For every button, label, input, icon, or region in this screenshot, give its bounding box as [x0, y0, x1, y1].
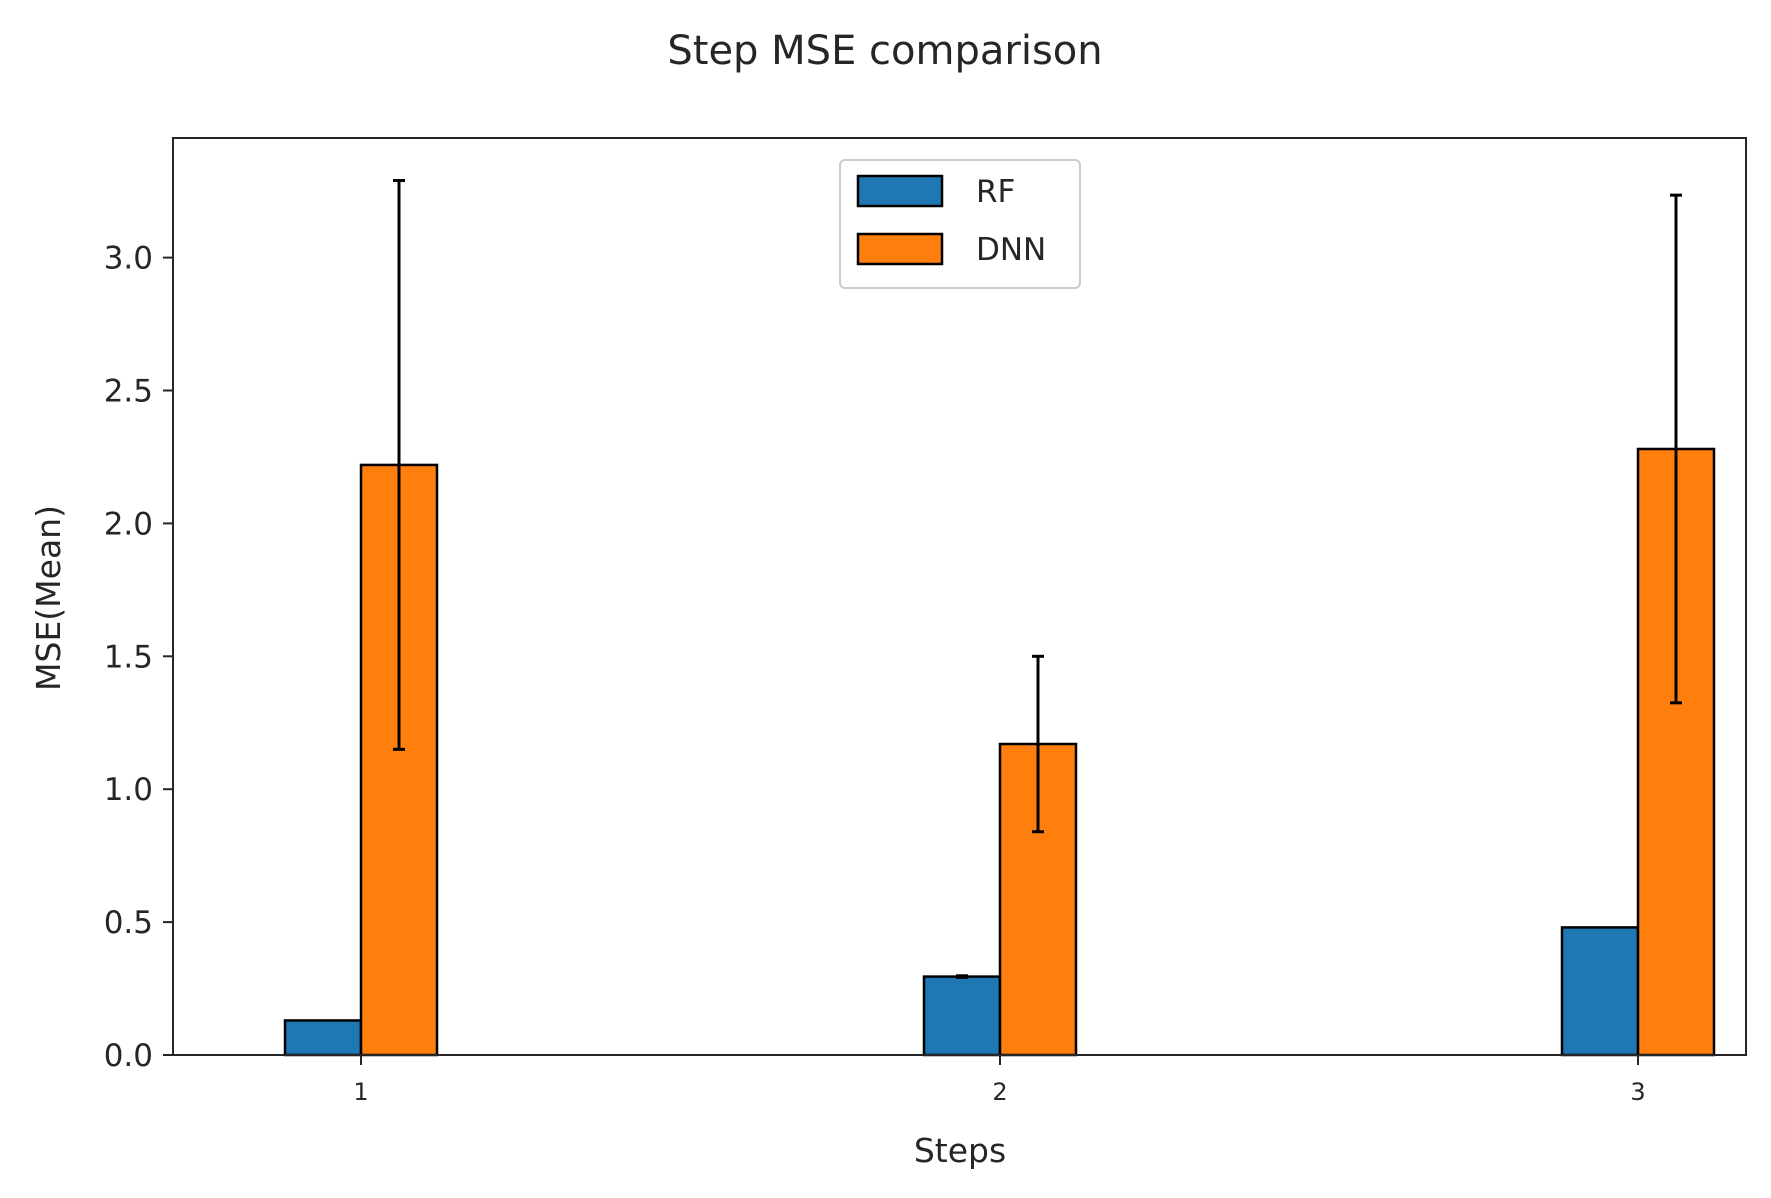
- bars-layer: [283, 447, 1716, 1057]
- bar-rf-2: [922, 975, 1002, 1057]
- bar-rf-1: [283, 1019, 363, 1057]
- legend-swatch-rf: [856, 174, 944, 208]
- errorbars-layer: [393, 179, 1682, 979]
- y-axis: 0.0 0.5 1.0 1.5 2.0 2.5 3.0: [104, 241, 173, 1074]
- y-tick-label: 1.0: [104, 772, 153, 808]
- x-tick-label: 3: [1630, 1078, 1645, 1106]
- bar-rf-3: [1560, 926, 1640, 1057]
- chart-title: Step MSE comparison: [667, 28, 1102, 74]
- y-tick-label: 1.5: [104, 639, 153, 675]
- x-axis: 1 2 3: [353, 1055, 1646, 1106]
- x-axis-label: Steps: [914, 1131, 1006, 1170]
- y-axis-label: MSE(Mean): [29, 505, 68, 691]
- legend: RF DNN: [839, 159, 1081, 289]
- y-tick-label: 0.0: [104, 1038, 153, 1074]
- legend-label-rf: RF: [976, 174, 1015, 210]
- y-tick-label: 3.0: [104, 241, 153, 277]
- x-tick-label: 1: [353, 1078, 368, 1106]
- plot-frame: [172, 137, 1747, 1056]
- x-tick-label: 2: [992, 1078, 1007, 1106]
- legend-swatch-dnn: [856, 232, 944, 266]
- y-tick-label: 0.5: [104, 905, 153, 941]
- legend-label-dnn: DNN: [976, 232, 1046, 268]
- y-tick-label: 2.5: [104, 374, 153, 410]
- y-tick-label: 2.0: [104, 506, 153, 542]
